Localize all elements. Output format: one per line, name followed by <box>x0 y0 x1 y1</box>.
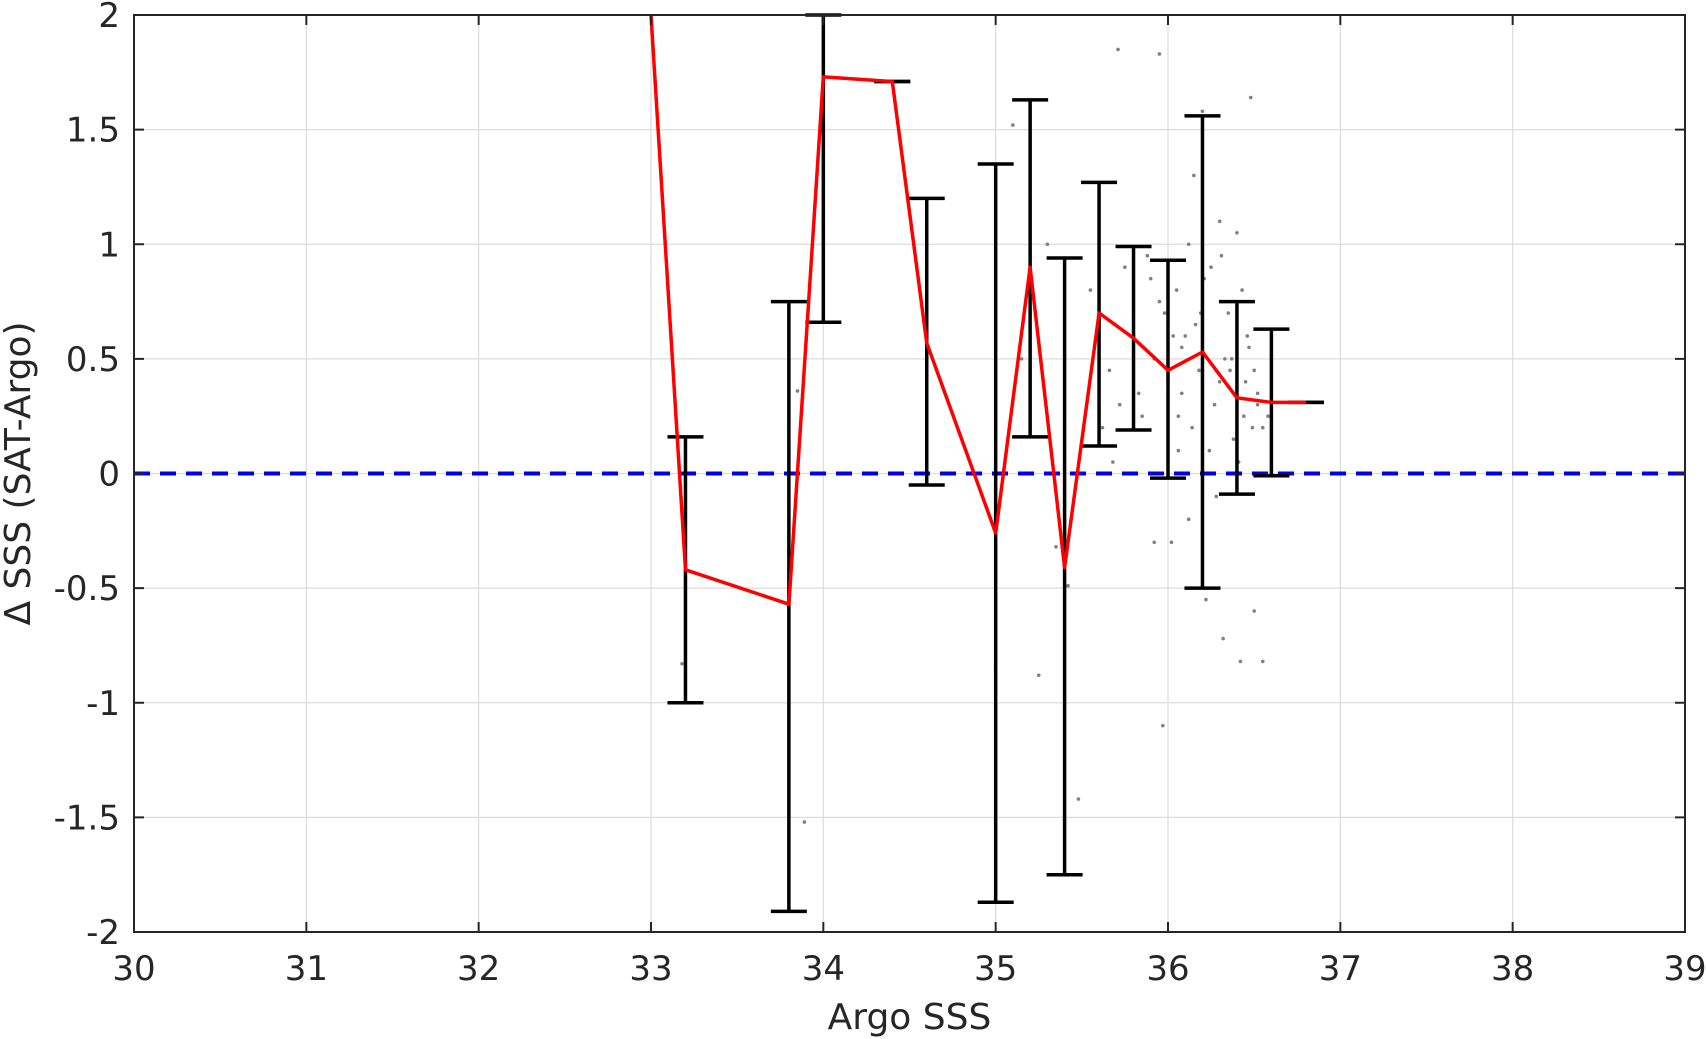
scatter-point <box>802 820 807 824</box>
scatter-point <box>1252 368 1256 373</box>
scatter-point <box>1148 276 1153 281</box>
scatter-point <box>1212 402 1217 407</box>
scatter-point <box>1238 659 1243 664</box>
x-tick-label: 35 <box>974 949 1017 989</box>
scatter-point <box>1045 242 1050 247</box>
scatter-point <box>1100 425 1105 430</box>
scatter-point <box>680 661 684 666</box>
x-tick-label: 33 <box>629 949 672 989</box>
scatter-point <box>1229 357 1234 361</box>
scatter-point <box>1266 414 1270 418</box>
mean-line <box>649 14 1306 606</box>
scatter-point <box>1197 368 1201 373</box>
scatter-point <box>1247 345 1251 350</box>
y-tick-label: 2 <box>98 0 120 36</box>
mean-line-path <box>649 14 1306 606</box>
scatter-point <box>1190 425 1194 430</box>
x-tick-label: 31 <box>285 949 328 989</box>
scatter-point <box>1193 322 1198 327</box>
scatter-point <box>1117 402 1122 407</box>
scatter-point <box>1260 425 1265 430</box>
scatter-point <box>1250 425 1255 430</box>
scatter-point <box>1207 448 1212 453</box>
scatter-point <box>1171 334 1175 338</box>
scatter-point <box>1116 47 1120 52</box>
y-tick-label: 0 <box>98 455 120 495</box>
scatter-point <box>1152 540 1157 545</box>
scatter-points <box>680 47 1270 824</box>
scatter-point <box>1242 414 1246 418</box>
x-tick-label: 39 <box>1663 949 1706 989</box>
scatter-point <box>1036 673 1041 678</box>
y-tick-label: -1 <box>86 684 120 724</box>
scatter-point <box>1076 797 1081 801</box>
y-tick-label: 1 <box>98 225 120 265</box>
scatter-point <box>1243 380 1248 384</box>
x-tick-label: 37 <box>1319 949 1362 989</box>
scatter-point <box>1248 95 1253 100</box>
scatter-point <box>1219 253 1224 258</box>
scatter-point <box>1260 659 1265 664</box>
scatter-point <box>1209 265 1213 269</box>
scatter-point <box>1066 584 1070 588</box>
scatter-point <box>1111 460 1115 464</box>
scatter-point <box>1011 123 1015 127</box>
scatter-point <box>1200 109 1205 114</box>
scatter-point <box>1226 311 1231 315</box>
scatter-point <box>1214 494 1219 499</box>
scatter-point <box>1174 288 1179 292</box>
scatter-point <box>1161 723 1165 728</box>
y-tick-label: 0.5 <box>66 340 120 380</box>
scatter-point <box>1221 636 1225 641</box>
y-tick-label: 1.5 <box>66 111 120 151</box>
scatter-point <box>1176 414 1181 418</box>
scatter-point <box>795 389 800 393</box>
x-tick-label: 30 <box>112 949 155 989</box>
scatter-point <box>1054 545 1058 549</box>
scatter-point <box>1223 357 1227 361</box>
x-axis-ticks: 30 31 32 33 34 35 36 37 38 39 <box>112 15 1706 989</box>
scatter-point <box>1245 334 1250 338</box>
scatter-point <box>1019 357 1024 361</box>
scatter-point <box>1217 380 1222 384</box>
x-axis-label: Argo SSS <box>828 997 992 1038</box>
scatter-point <box>1186 517 1191 522</box>
scatter-point <box>1123 265 1127 269</box>
y-tick-label: -1.5 <box>54 798 120 838</box>
scatter-point <box>1145 253 1150 258</box>
scatter-point <box>1136 391 1141 396</box>
y-axis-ticks: -2 -1.5 -1 -0.5 0 0.5 1 1.5 2 <box>54 0 1685 953</box>
scatter-point <box>1192 173 1196 178</box>
x-tick-label: 32 <box>457 949 500 989</box>
scatter-point <box>1179 345 1184 350</box>
x-tick-label: 38 <box>1491 949 1534 989</box>
scatter-point <box>1252 609 1256 613</box>
scatter-point <box>1183 334 1188 338</box>
scatter-point <box>1107 368 1112 373</box>
x-tick-label: 36 <box>1146 949 1189 989</box>
scatter-point <box>1235 230 1239 235</box>
scatter-point <box>1157 299 1162 304</box>
scatter-point <box>1162 311 1167 315</box>
scatter-point <box>1169 540 1174 545</box>
scatter-point <box>1186 242 1191 247</box>
scatter-point <box>1179 391 1184 396</box>
scatter-point <box>1140 414 1144 418</box>
scatter-point <box>1204 597 1208 602</box>
scatter-point <box>1228 368 1232 373</box>
y-tick-label: -2 <box>86 913 120 953</box>
scatter-point <box>1157 52 1162 56</box>
scatter-point <box>1231 437 1236 441</box>
scatter-point <box>1176 448 1181 453</box>
x-tick-label: 34 <box>802 949 845 989</box>
scatter-point <box>1240 288 1244 292</box>
y-tick-label: -0.5 <box>54 569 120 609</box>
scatter-point <box>1088 288 1093 292</box>
y-axis-label: Δ SSS (SAT-Argo) <box>0 321 39 625</box>
scatter-point <box>1255 391 1260 396</box>
scatter-point <box>1255 402 1260 407</box>
scatter-point <box>1217 219 1222 224</box>
